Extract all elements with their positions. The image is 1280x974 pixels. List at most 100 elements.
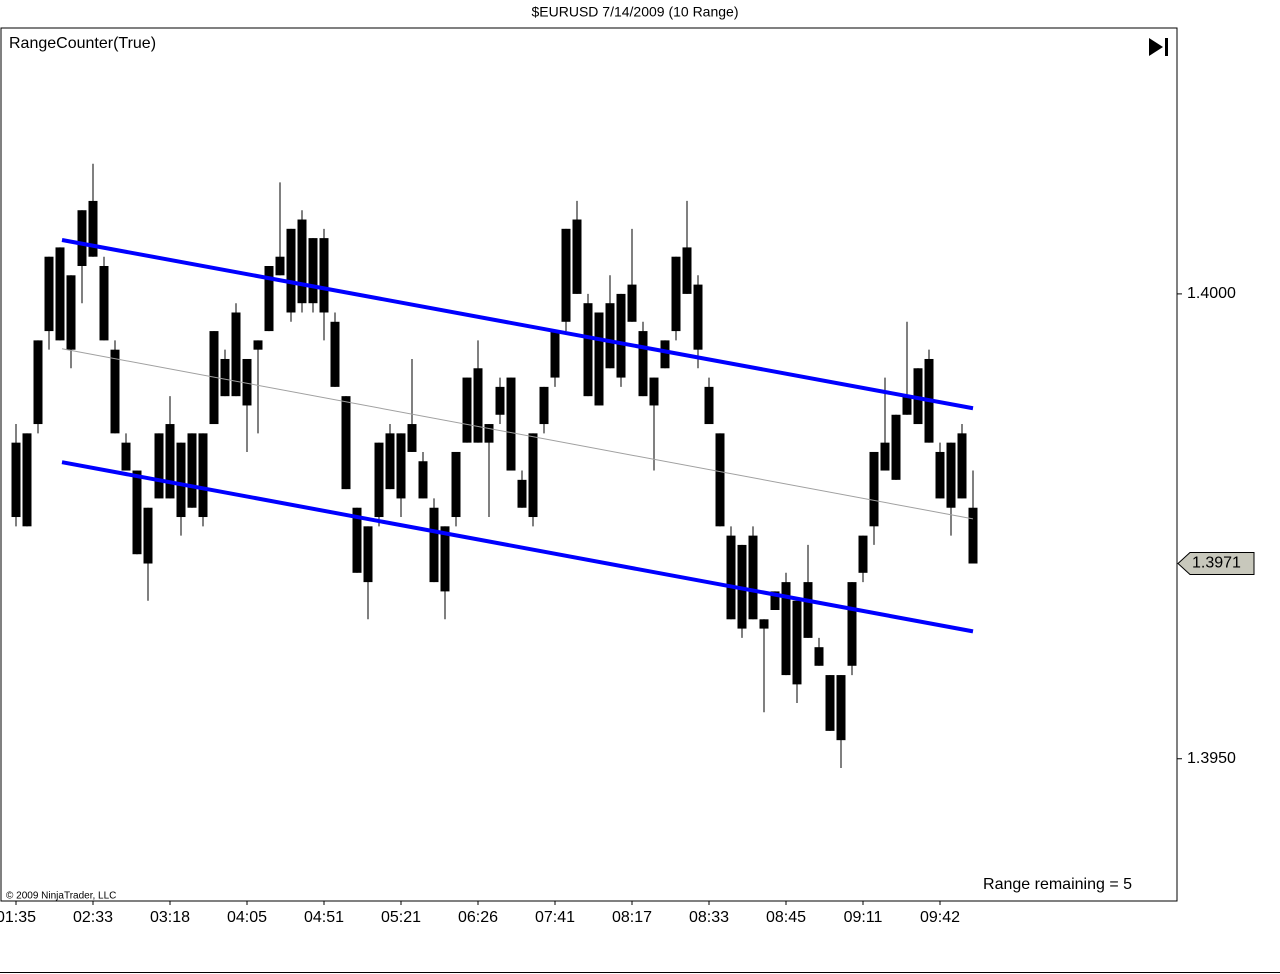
candle-body xyxy=(341,396,351,490)
candle-body xyxy=(517,479,527,508)
candle-body xyxy=(539,386,549,425)
candle-body xyxy=(143,507,153,564)
candle-body xyxy=(11,442,21,518)
candle-body xyxy=(759,619,769,629)
candle-body xyxy=(220,358,230,397)
plot-area xyxy=(11,163,978,769)
candle-body xyxy=(693,284,703,350)
candle-body xyxy=(275,256,285,276)
candle-body xyxy=(583,303,593,397)
candle-body xyxy=(407,424,417,452)
x-tick-label: 08:17 xyxy=(612,909,652,926)
candle-body xyxy=(825,675,835,731)
candle-body xyxy=(308,238,318,304)
candle-body xyxy=(748,535,758,620)
candle-body xyxy=(715,433,725,527)
candle-body xyxy=(132,470,142,555)
candle-body xyxy=(682,247,692,294)
candle-body xyxy=(726,535,736,620)
candle-body xyxy=(770,591,780,610)
candle-body xyxy=(572,219,582,294)
candle-body xyxy=(77,210,87,267)
candle-body xyxy=(462,377,472,443)
x-tick-label: 03:18 xyxy=(150,909,190,926)
channel-lower xyxy=(61,460,974,634)
candle-body xyxy=(627,284,637,322)
candle-body xyxy=(396,433,406,499)
indicator-label: RangeCounter(True) xyxy=(9,35,156,52)
channel-upper xyxy=(61,238,974,411)
x-tick-label: 08:33 xyxy=(689,909,729,926)
candle-body xyxy=(55,247,65,341)
candle-body xyxy=(880,442,890,471)
candle-body xyxy=(935,451,945,499)
candle-body xyxy=(528,433,538,518)
x-tick-label: 06:26 xyxy=(458,909,498,926)
candle-body xyxy=(836,675,846,741)
candle-body xyxy=(781,582,791,676)
candle-body xyxy=(495,386,505,415)
candle-body xyxy=(33,340,43,425)
x-tick-label: 04:51 xyxy=(304,909,344,926)
candle-body xyxy=(649,377,659,406)
candle-body xyxy=(352,507,362,573)
candle-body xyxy=(440,526,450,592)
candle-body xyxy=(99,266,109,341)
candle-body xyxy=(330,321,340,387)
candle-body xyxy=(176,442,186,518)
candle-body xyxy=(968,507,978,564)
y-tick-label: 1.3950 xyxy=(1187,750,1236,767)
candle-body xyxy=(429,507,439,583)
x-tick-label: 08:45 xyxy=(766,909,806,926)
candle-body xyxy=(946,442,956,508)
plot-frame xyxy=(0,27,1178,902)
candle-body xyxy=(704,386,714,425)
candle-body xyxy=(550,331,560,378)
candle-body xyxy=(847,582,857,666)
candle-body xyxy=(319,238,329,313)
candle-body xyxy=(451,451,461,518)
range-remaining: Range remaining = 5 xyxy=(983,876,1132,893)
candle-body xyxy=(858,535,868,573)
copyright: © 2009 NinjaTrader, LLC xyxy=(6,891,116,902)
candle-body xyxy=(594,312,604,406)
candle-body xyxy=(264,266,274,332)
scroll-end-button[interactable] xyxy=(1149,38,1168,56)
candle-body xyxy=(374,442,384,518)
candle-body xyxy=(418,461,428,499)
candle-body xyxy=(638,331,648,397)
channel-middle xyxy=(61,348,974,520)
candle-body xyxy=(121,442,131,471)
x-tick-label: 09:11 xyxy=(844,909,883,926)
last-price-label: 1.3971 xyxy=(1192,555,1241,572)
candle-body xyxy=(484,424,494,443)
candle-body xyxy=(891,414,901,480)
candle-body xyxy=(473,368,483,443)
x-tick-label: 04:05 xyxy=(227,909,267,926)
candle-body xyxy=(671,256,681,332)
candle-body xyxy=(286,228,296,313)
x-tick-label: 05:21 xyxy=(381,909,421,926)
candle-body xyxy=(902,396,912,415)
candle-body xyxy=(88,200,98,257)
candle-body xyxy=(792,600,802,685)
candle-body xyxy=(22,433,32,527)
x-tick-label: 02:33 xyxy=(73,909,113,926)
axes: 1.4000 1.3950 01:35 02:33 03:18 04:05 04:51 05:… xyxy=(0,285,1255,926)
candle-body xyxy=(814,647,824,666)
candle-body xyxy=(154,433,164,499)
candle-body xyxy=(957,433,967,499)
candle-body xyxy=(869,451,879,527)
candle-body xyxy=(803,582,813,638)
candle-body xyxy=(187,433,197,508)
candle-body xyxy=(165,424,175,499)
candle-body xyxy=(231,312,241,397)
candle-body xyxy=(605,303,615,369)
x-tick-label: 01:35 xyxy=(0,909,36,926)
chart-title: $EURUSD 7/14/2009 (10 Range) xyxy=(531,4,738,20)
candle-body xyxy=(66,275,76,350)
candle-body xyxy=(242,358,252,406)
y-tick-label: 1.4000 xyxy=(1187,285,1236,302)
